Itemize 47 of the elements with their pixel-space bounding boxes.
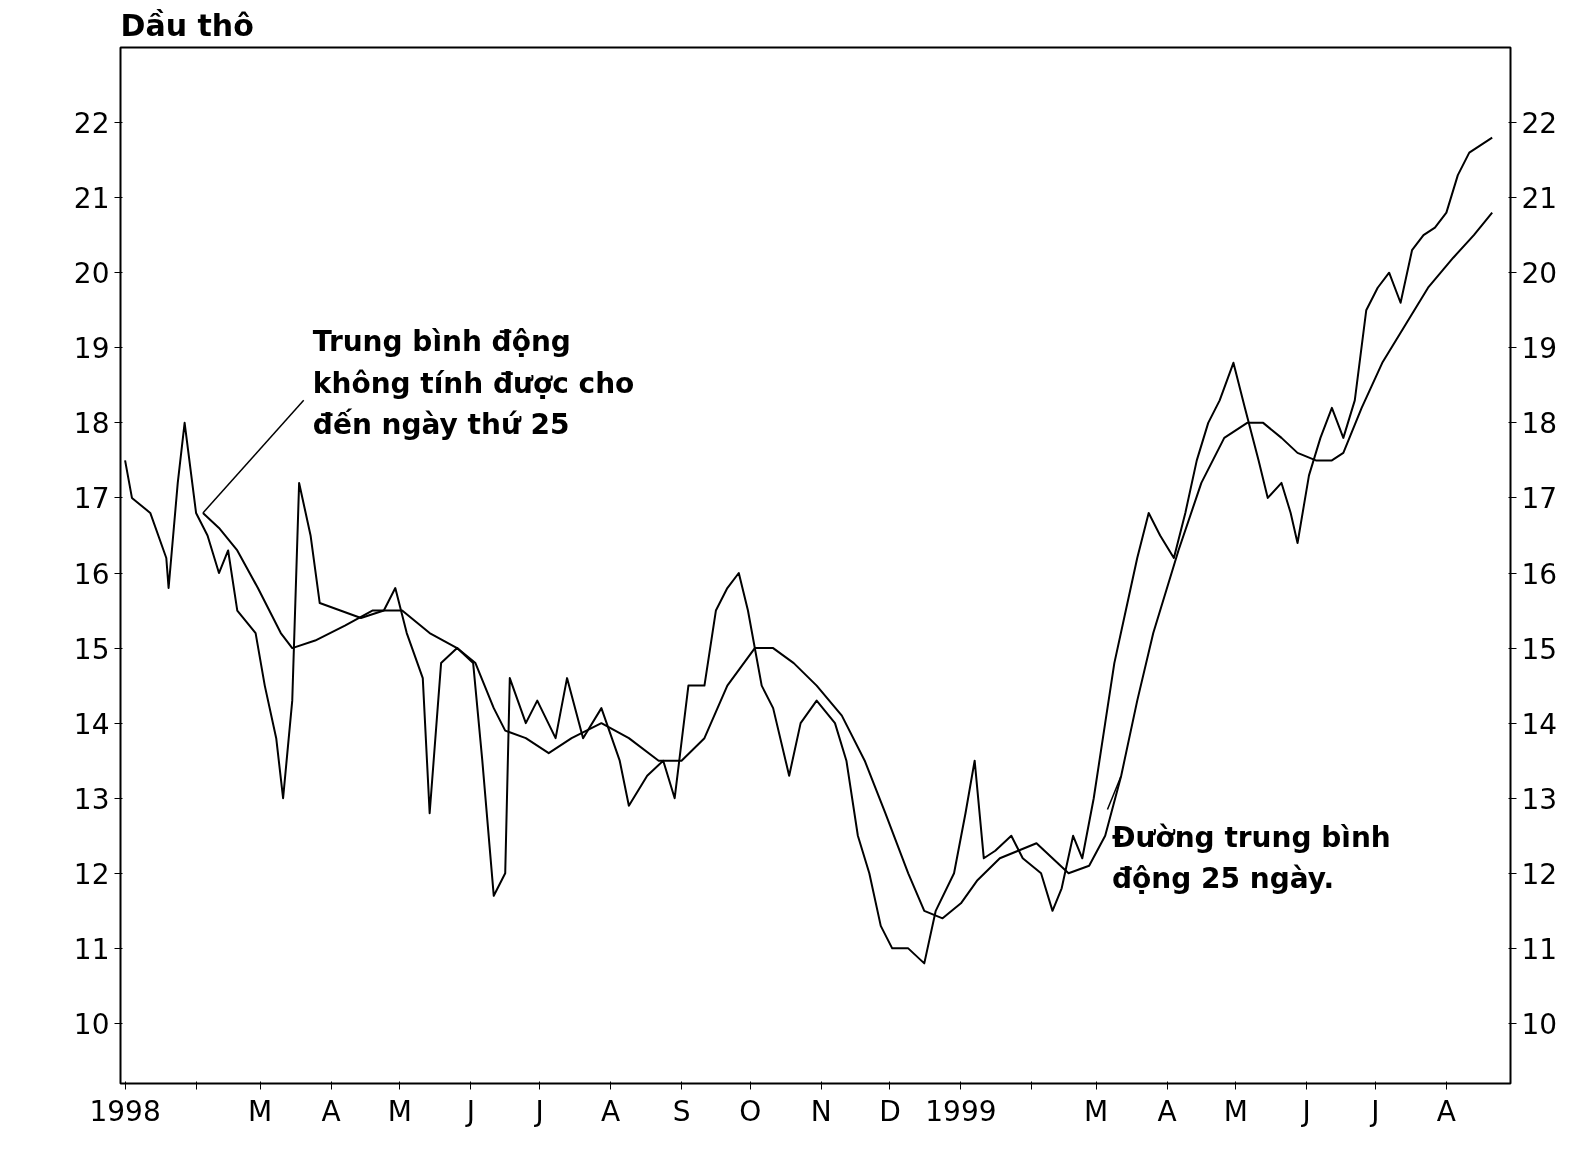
- annotation: Trung bình động không tính được cho đến ngày thứ 25: [312, 325, 635, 441]
- y2-tick-label: 21: [1521, 182, 1558, 216]
- y-tick-label: 12: [73, 857, 110, 891]
- y2-tick-label: 16: [1521, 557, 1558, 591]
- y2-tick-label: 15: [1521, 632, 1558, 666]
- x-tick-label: J: [464, 1094, 475, 1128]
- x-tick-label: J: [1369, 1094, 1380, 1128]
- y-tick-label: 20: [73, 257, 110, 291]
- x-tick-label: A: [1436, 1094, 1456, 1128]
- y-tick-label: 19: [73, 332, 110, 366]
- x-tick-label: A: [1157, 1094, 1177, 1128]
- y2-tick-label: 17: [1521, 482, 1558, 516]
- y2-tick-label: 19: [1521, 332, 1558, 366]
- y-tick-label: 16: [73, 557, 110, 591]
- x-tick-label: M: [387, 1094, 412, 1128]
- x-tick-label: O: [739, 1094, 762, 1128]
- y-tick-label: 10: [73, 1007, 110, 1041]
- x-tick-label: M: [248, 1094, 273, 1128]
- y2-tick-label: 14: [1521, 707, 1558, 741]
- y-tick-label: 13: [73, 782, 110, 816]
- x-tick-label: N: [810, 1094, 832, 1128]
- annotation: Đường trung bình động 25 ngày.: [1112, 820, 1391, 895]
- y2-tick-label: 12: [1521, 857, 1558, 891]
- y-tick-label: 21: [73, 182, 110, 216]
- y2-tick-label: 11: [1521, 932, 1558, 966]
- y2-tick-label: 18: [1521, 407, 1558, 441]
- x-tick-label: 1999: [925, 1094, 997, 1128]
- y2-tick-label: 22: [1521, 107, 1558, 141]
- y2-tick-label: 13: [1521, 782, 1558, 816]
- x-tick-label: D: [879, 1094, 901, 1128]
- x-tick-label: A: [600, 1094, 621, 1128]
- chart-title: Dầu thô: [120, 7, 254, 43]
- y-tick-label: 11: [73, 932, 110, 966]
- x-tick-label: 1998: [89, 1094, 161, 1128]
- x-tick-label: S: [672, 1094, 691, 1128]
- x-tick-label: M: [1223, 1094, 1248, 1128]
- x-tick-label: A: [321, 1094, 341, 1128]
- y-tick-label: 14: [73, 707, 110, 741]
- y-tick-label: 15: [73, 632, 110, 666]
- y-tick-label: 17: [73, 482, 110, 516]
- y-tick-label: 22: [73, 107, 110, 141]
- y2-tick-label: 20: [1521, 257, 1558, 291]
- x-tick-label: J: [1300, 1094, 1311, 1128]
- x-tick-label: J: [533, 1094, 544, 1128]
- y2-tick-label: 10: [1521, 1007, 1558, 1041]
- y-tick-label: 18: [73, 407, 110, 441]
- x-tick-label: M: [1083, 1094, 1109, 1128]
